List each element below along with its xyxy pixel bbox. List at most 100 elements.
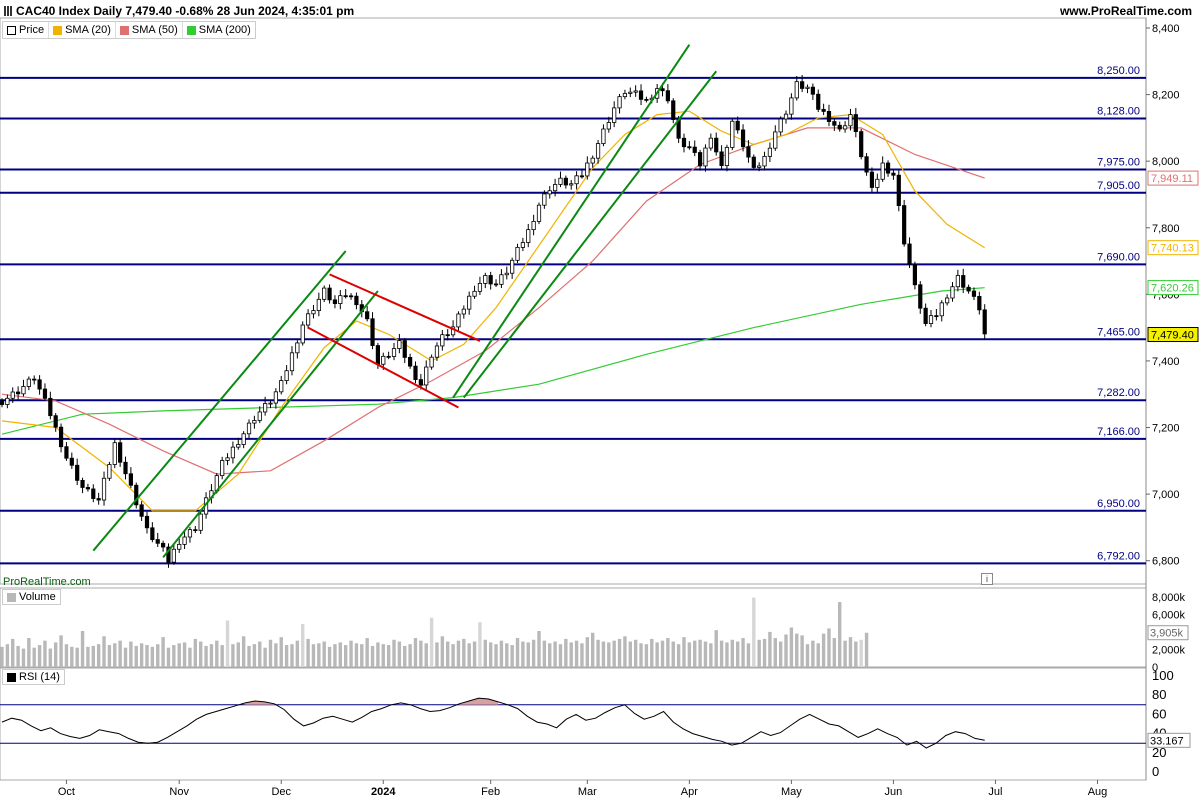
candle-body <box>907 243 912 265</box>
candle-body <box>547 190 552 195</box>
legend-item-sma200[interactable]: SMA (200) <box>183 22 255 38</box>
volume-bar <box>821 633 826 667</box>
candle-body <box>193 529 198 532</box>
candle-body <box>536 204 542 222</box>
volume-bar <box>521 641 525 667</box>
candle-body <box>698 152 703 167</box>
candle-body <box>230 446 236 459</box>
candle-body <box>875 178 880 188</box>
candle-body <box>348 295 354 298</box>
volume-bar <box>735 641 740 667</box>
candle-body <box>918 284 923 309</box>
candle-body <box>48 397 53 417</box>
candle-body <box>660 88 665 92</box>
volume-bar <box>381 644 385 667</box>
candle-body <box>520 242 525 248</box>
candle-body <box>467 295 472 310</box>
volume-bar <box>601 641 606 667</box>
level-label: 7,282.00 <box>1097 387 1140 399</box>
volume-bar <box>349 640 353 667</box>
candle-body <box>821 108 826 112</box>
legend-item-sma50[interactable]: SMA (50) <box>116 22 183 38</box>
volume-bar <box>558 644 563 667</box>
candle-body <box>483 275 488 284</box>
volume-bar <box>370 645 375 667</box>
candle-body <box>21 386 26 395</box>
volume-bar <box>225 620 230 667</box>
x-axis-label: Nov <box>169 786 189 798</box>
volume-bar <box>682 637 686 667</box>
volume-bar <box>719 640 724 667</box>
legend-label-sma20: SMA (20) <box>65 24 111 36</box>
candle-body <box>488 275 493 285</box>
candle-body <box>343 295 348 298</box>
candle-body <box>671 100 676 120</box>
price-swatch-icon <box>7 25 16 35</box>
candle-body <box>155 539 160 544</box>
candle-body <box>246 422 252 435</box>
volume-bar <box>80 631 85 667</box>
x-axis-label: Dec <box>271 786 291 798</box>
volume-bar <box>440 636 445 667</box>
candle-body <box>714 137 719 153</box>
volume-bar <box>639 643 643 667</box>
volume-bar <box>252 644 257 667</box>
candle-body <box>295 342 300 354</box>
candle-body <box>26 378 31 387</box>
volume-bar <box>43 640 47 667</box>
candle-body <box>284 370 289 381</box>
volume-pane-label[interactable]: Volume <box>2 589 61 605</box>
candle-body <box>826 111 832 122</box>
price-badge <box>1147 326 1199 342</box>
volume-bar <box>21 648 26 667</box>
candle-body <box>740 129 746 148</box>
volume-bar <box>129 641 133 667</box>
candle-body <box>134 484 139 506</box>
rsi-pane-label[interactable]: RSI (14) <box>2 669 65 685</box>
volume-bar <box>537 631 541 667</box>
volume-bar <box>0 646 4 667</box>
candle-body <box>767 147 773 157</box>
volume-bar <box>123 647 128 667</box>
candle-body <box>510 259 515 274</box>
volume-bar <box>848 637 853 667</box>
volume-bar <box>784 634 788 667</box>
legend-item-price[interactable]: Price <box>3 22 50 38</box>
volume-bar <box>306 638 310 667</box>
candle-body <box>504 272 509 276</box>
candle-body <box>327 287 332 301</box>
volume-bar <box>864 632 869 667</box>
candle-body <box>85 487 91 490</box>
volume-y-tick-label: 6,000k <box>1152 609 1186 621</box>
candle-body <box>751 156 756 168</box>
volume-bar <box>494 644 498 667</box>
candle-body <box>252 420 257 424</box>
site-url[interactable]: www.ProRealTime.com <box>1059 4 1192 18</box>
volume-bar <box>386 645 391 667</box>
x-axis-label: Mar <box>578 786 597 798</box>
price-y-tick-label: 8,000 <box>1152 156 1180 168</box>
candle-body <box>971 290 977 297</box>
volume-bar <box>660 640 665 667</box>
volume-bar <box>333 644 337 667</box>
info-icon[interactable]: i <box>981 573 993 585</box>
candle-body <box>16 391 21 395</box>
candle-body <box>386 355 391 358</box>
sma20-swatch-icon <box>53 25 63 35</box>
volume-bar <box>435 642 439 667</box>
volume-bar <box>531 639 536 667</box>
candle-body <box>681 137 687 148</box>
legend-label-sma50: SMA (50) <box>131 24 178 36</box>
volume-bar <box>515 638 520 667</box>
volume-bar <box>32 647 36 667</box>
volume-bar <box>161 637 165 667</box>
candle-body <box>236 444 241 448</box>
volume-bar <box>832 638 837 667</box>
volume-bar <box>768 631 772 667</box>
candle-body <box>885 162 891 174</box>
legend-item-sma20[interactable]: SMA (20) <box>49 22 116 38</box>
candle-body <box>434 345 440 358</box>
candle-body <box>144 515 150 529</box>
volume-bar <box>805 644 810 667</box>
